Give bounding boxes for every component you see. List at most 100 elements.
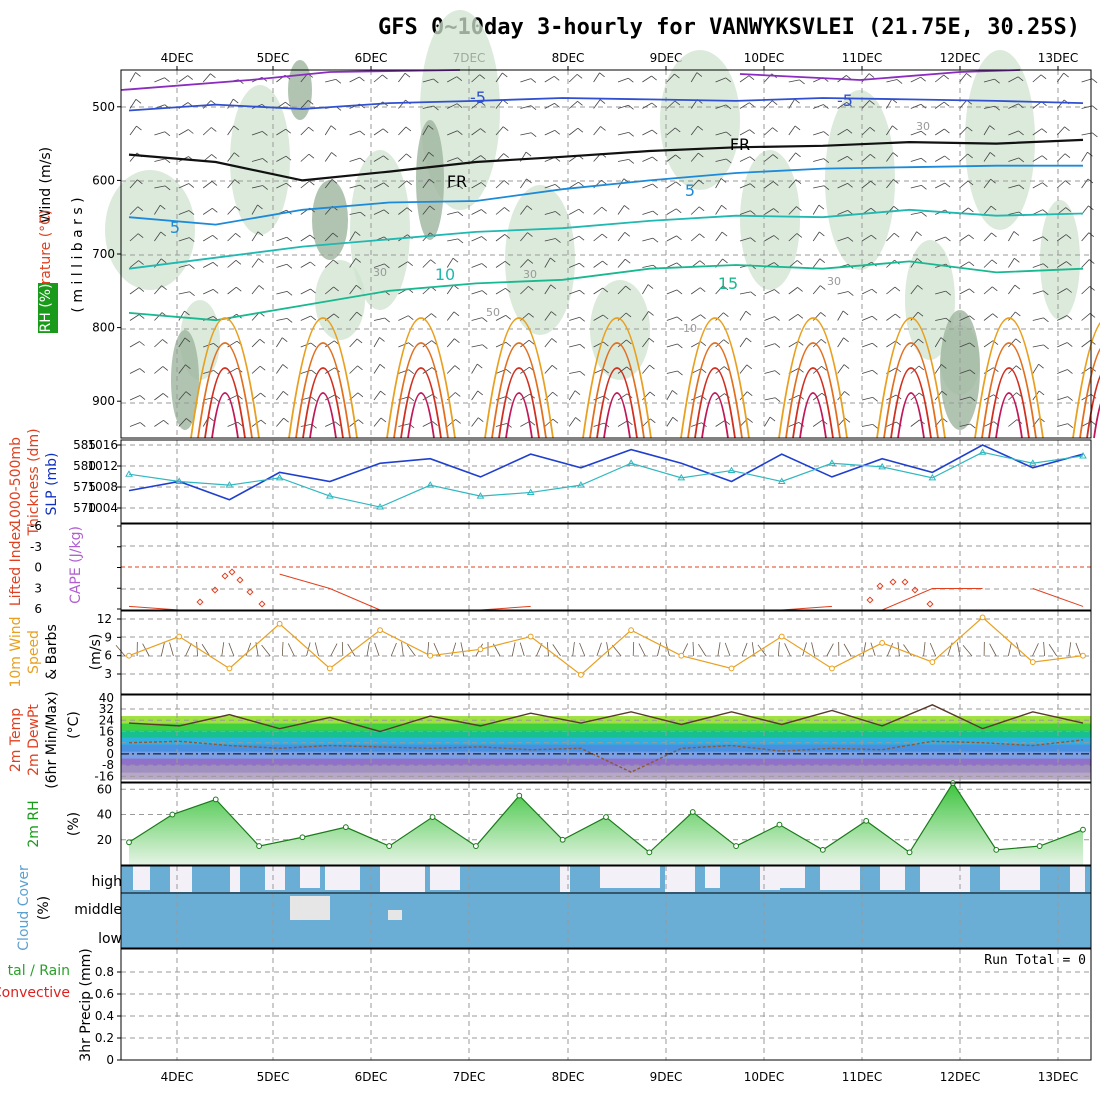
temp-band <box>121 751 1091 759</box>
cloud-gap <box>880 866 905 890</box>
wind-barb-flag <box>652 210 659 216</box>
wind-barb-flag <box>482 344 488 350</box>
wind-barb-flag <box>602 287 609 293</box>
wind-barb-flag <box>992 286 998 292</box>
wind-barb <box>324 232 334 242</box>
speed-point <box>1029 659 1036 665</box>
wind-barb-flag <box>624 232 631 237</box>
wind-barb <box>1081 340 1091 348</box>
wind-barb-flag <box>820 339 827 344</box>
day-label-bottom: 4DEC <box>161 1070 194 1084</box>
surface-barb <box>929 642 937 657</box>
wind-barb-flag <box>308 153 315 159</box>
wind-barb-flag <box>1018 184 1025 190</box>
temperature-bands <box>121 716 1091 780</box>
wind-barb-flag <box>235 233 241 238</box>
wind-barb <box>983 205 992 215</box>
wind-barb-flag <box>526 205 533 211</box>
wind-barb <box>934 337 942 348</box>
wind-barb <box>300 261 311 268</box>
wind-barb-flag <box>456 76 463 81</box>
temp-tick: 24 <box>99 713 114 727</box>
wind-barb <box>910 258 918 268</box>
wind-barb <box>300 315 312 321</box>
wind-barb <box>1008 76 1019 83</box>
isotherm-10 <box>128 208 1084 270</box>
lifted-marker <box>228 568 236 576</box>
thickness-marker <box>878 462 887 470</box>
rh-point <box>212 796 219 803</box>
wind-barb-flag <box>160 258 167 264</box>
wind-barb <box>934 364 942 374</box>
wind-barb-flag <box>676 316 683 322</box>
contour-label: 5 <box>685 181 695 200</box>
wind-barb <box>666 316 678 321</box>
wind-barb <box>203 370 214 374</box>
wind-barb <box>764 181 774 189</box>
wind-barb <box>861 424 873 427</box>
wind-barb-flag <box>993 367 999 372</box>
speed-point <box>326 665 333 672</box>
rh-point <box>429 814 436 820</box>
wind-barb-flag <box>844 391 850 396</box>
speed-point <box>929 659 936 665</box>
wind-barb <box>1008 258 1015 268</box>
warm-isotherm <box>302 367 344 439</box>
wind-barb <box>861 127 871 136</box>
wind-barb-flag <box>966 126 973 132</box>
wind-barb-flag <box>818 204 825 210</box>
wind-barb-flag <box>894 286 901 292</box>
wind-barb <box>983 78 995 83</box>
speed-point <box>477 646 484 653</box>
wind-barb-flag <box>529 420 536 426</box>
day-label-top: 4DEC <box>161 51 194 65</box>
wind-barb-flag <box>969 288 975 294</box>
rh-lines <box>126 780 1086 865</box>
wind-barb <box>788 260 798 268</box>
rh-point <box>993 846 1000 853</box>
wind-barb-flag <box>916 258 923 263</box>
lifted-marker <box>889 578 897 586</box>
wind-barb-flag <box>234 179 240 184</box>
wind-barb-flag <box>651 75 657 81</box>
wind-barb-flag <box>359 184 366 190</box>
wind-barb <box>154 312 163 321</box>
wind-barb-flag <box>477 363 483 369</box>
wind-barb-flag <box>989 125 995 130</box>
wind-barb <box>690 233 700 242</box>
wind-barb-flag <box>408 396 415 402</box>
wind-barb <box>1057 342 1068 348</box>
wind-barb-flag <box>260 392 266 398</box>
wind-barb <box>251 338 261 348</box>
wind-barb-flag <box>920 76 926 82</box>
wind-barb <box>764 208 774 215</box>
wind-barb <box>666 208 677 215</box>
wind-barb-flag <box>212 262 219 267</box>
contour-label: -5 <box>837 91 853 110</box>
wind-barb <box>617 104 629 109</box>
wind-barb-flag <box>189 264 195 269</box>
wind-barb <box>520 420 531 427</box>
speed-point <box>126 652 132 659</box>
wind-barb-flag <box>233 152 240 158</box>
speed-point <box>628 627 635 634</box>
warm-isotherm <box>1093 402 1100 439</box>
wind-barb-flag <box>872 342 878 348</box>
wind-barb-flag <box>235 259 242 265</box>
precip-ticks: 0.8 0.6 0.4 0.2 0 <box>95 965 121 1067</box>
rh-point <box>646 849 653 856</box>
wind-barb-flag <box>428 125 434 130</box>
warm-isotherm <box>491 342 547 439</box>
wind-barb <box>251 231 259 242</box>
wind-barb <box>324 179 333 189</box>
wind-speed-line <box>126 614 1086 678</box>
wind-barb-flag <box>309 234 316 240</box>
wind-barb <box>642 391 651 401</box>
wind-barb <box>495 261 506 268</box>
cloud-gap <box>265 866 285 890</box>
warm-isotherm <box>792 367 834 439</box>
cloud-gap <box>780 866 805 888</box>
wind-barb-flag <box>184 337 191 343</box>
wind-barb <box>1057 369 1068 374</box>
